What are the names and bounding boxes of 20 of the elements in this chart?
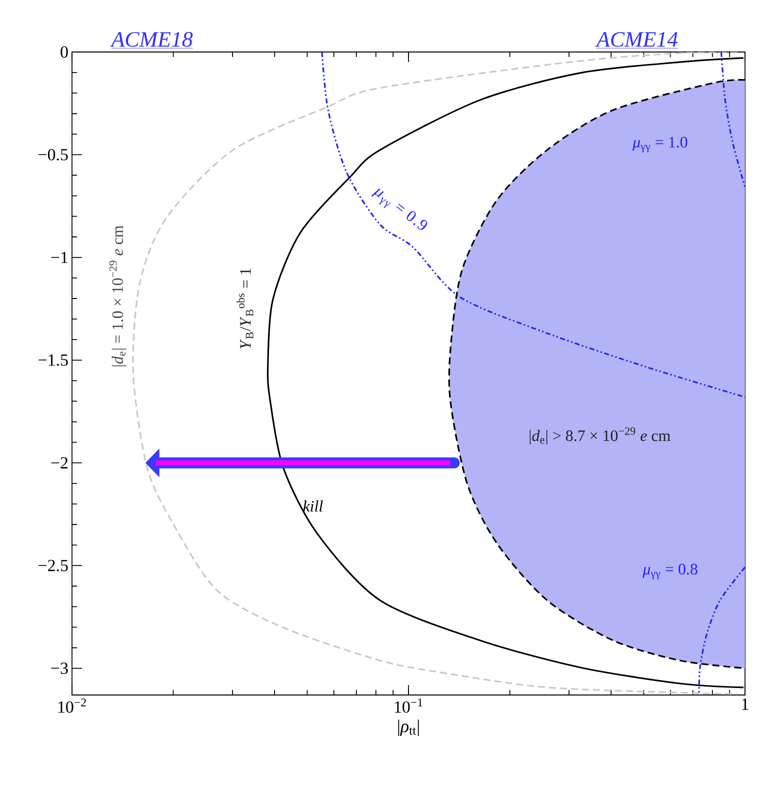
y-tick-label: 0 [60,46,68,58]
annotation: μ$_{γγ}$ = 0.8 [642,564,698,580]
text: ACME18 [110,32,193,47]
x-tick-label: 10$^{−1}$ [394,698,422,713]
annotation: μ$_{γγ}$ = 1.0 [632,136,688,152]
annotation: Y$_{B}$/Y$_{B}$$^{obs}$ = 1 [236,268,254,349]
y-tick-label: −2.5 [38,560,68,572]
annotation: kill [303,500,323,512]
annotation: |d$_{e}$| > 8.7 × 10$^{−29}$ e cm [530,427,670,444]
y-tick-label: −1.5 [38,354,68,366]
y-tick-label: −0.5 [38,148,68,160]
y-tick-label: −3 [51,662,68,674]
x-axis-title: |ρ$_{tt}$| [398,720,419,736]
annotation: |d$_{e}$| = 1.0 × 10$^{−29}$ e cm [109,226,126,366]
x-tick-label: 1 [742,698,748,710]
text: ACME14 [595,32,678,47]
x-tick-label: 10$^{−2}$ [58,698,86,713]
y-tick-label: −2 [51,457,68,468]
annotation: μ$_{γγ}$ = 0.9 [371,188,428,230]
y-tick-label: −1 [51,252,68,264]
